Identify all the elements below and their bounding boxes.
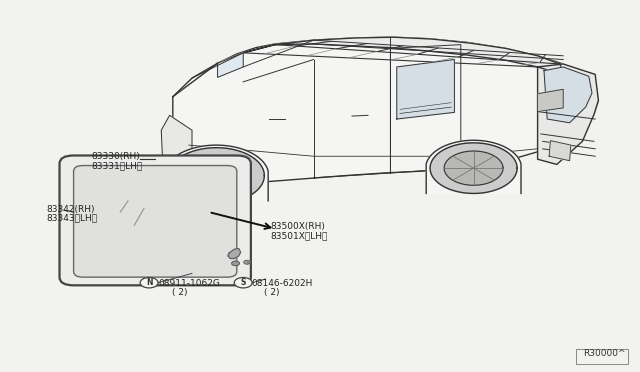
Polygon shape	[538, 64, 598, 164]
Polygon shape	[161, 115, 192, 187]
Text: 83501X〈LH〉: 83501X〈LH〉	[270, 231, 328, 240]
Text: 83342(RH): 83342(RH)	[46, 205, 95, 214]
Text: N: N	[146, 278, 152, 287]
Polygon shape	[164, 145, 268, 201]
Polygon shape	[184, 157, 248, 194]
Polygon shape	[549, 141, 571, 161]
Text: 83330(RH): 83330(RH)	[91, 153, 140, 161]
FancyBboxPatch shape	[74, 166, 237, 277]
Polygon shape	[232, 261, 239, 266]
Polygon shape	[544, 67, 592, 123]
Text: 08911-1062G: 08911-1062G	[159, 279, 221, 288]
Polygon shape	[538, 89, 563, 112]
Circle shape	[234, 278, 252, 288]
Polygon shape	[168, 148, 264, 203]
Text: S: S	[241, 278, 246, 287]
Text: 83500X(RH): 83500X(RH)	[270, 222, 325, 231]
Polygon shape	[218, 53, 243, 77]
Polygon shape	[244, 260, 250, 264]
Text: ( 2): ( 2)	[172, 288, 187, 296]
FancyBboxPatch shape	[60, 155, 251, 285]
Polygon shape	[228, 248, 241, 259]
Text: ( 2): ( 2)	[264, 288, 279, 296]
Circle shape	[140, 278, 158, 288]
Polygon shape	[397, 60, 454, 119]
Polygon shape	[444, 151, 503, 185]
Text: 83343〈LH〉: 83343〈LH〉	[46, 213, 97, 222]
Text: 83331〈LH〉: 83331〈LH〉	[91, 161, 142, 170]
Polygon shape	[426, 140, 521, 193]
Polygon shape	[161, 37, 598, 187]
Polygon shape	[218, 37, 563, 74]
Text: R30000^: R30000^	[584, 349, 626, 358]
Text: 08146-6202H: 08146-6202H	[251, 279, 312, 288]
Polygon shape	[430, 143, 517, 193]
